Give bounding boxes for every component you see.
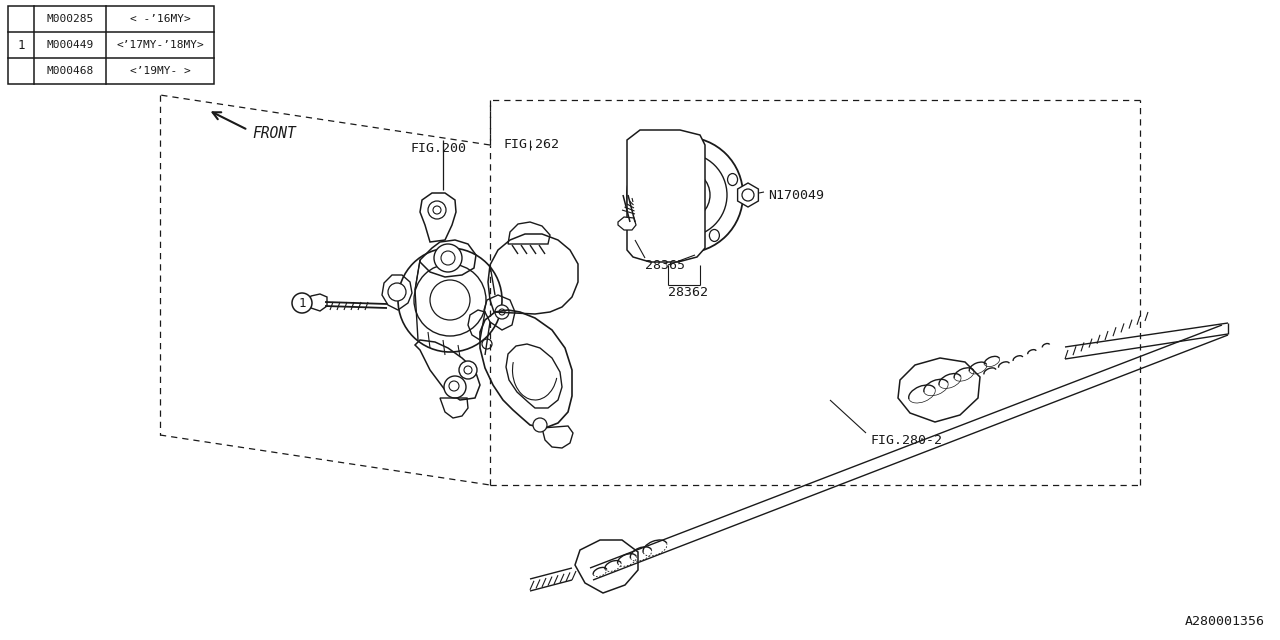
Text: M000285: M000285: [46, 14, 93, 24]
Circle shape: [483, 339, 492, 349]
Text: FIG.262: FIG.262: [503, 138, 559, 151]
Bar: [8, 6, 214, 84]
Ellipse shape: [727, 173, 737, 186]
Text: A280001356: A280001356: [1185, 615, 1265, 628]
Text: 28362: 28362: [668, 285, 708, 298]
Polygon shape: [737, 183, 758, 207]
Ellipse shape: [632, 173, 643, 186]
Text: < -’16MY>: < -’16MY>: [129, 14, 191, 24]
Circle shape: [398, 248, 502, 352]
Text: <’17MY-’18MY>: <’17MY-’18MY>: [116, 40, 204, 50]
Text: FRONT: FRONT: [252, 125, 296, 141]
Circle shape: [434, 244, 462, 272]
Circle shape: [495, 305, 509, 319]
Circle shape: [413, 264, 486, 336]
Circle shape: [433, 206, 442, 214]
Circle shape: [460, 361, 477, 379]
Circle shape: [388, 283, 406, 301]
Circle shape: [660, 170, 710, 220]
Ellipse shape: [650, 230, 660, 241]
Circle shape: [627, 137, 742, 253]
Circle shape: [430, 280, 470, 320]
Text: FIG.280-2: FIG.280-2: [870, 433, 942, 447]
Circle shape: [428, 201, 445, 219]
Circle shape: [532, 418, 547, 432]
Polygon shape: [618, 217, 636, 230]
Circle shape: [292, 293, 312, 313]
Text: M000468: M000468: [46, 66, 93, 76]
Ellipse shape: [709, 230, 719, 241]
Circle shape: [671, 181, 699, 209]
Circle shape: [742, 189, 754, 201]
Polygon shape: [627, 130, 705, 262]
Ellipse shape: [680, 139, 690, 151]
Text: <’19MY- >: <’19MY- >: [129, 66, 191, 76]
Text: 28365: 28365: [645, 259, 685, 271]
Circle shape: [465, 366, 472, 374]
Circle shape: [643, 153, 727, 237]
Polygon shape: [308, 294, 326, 311]
Circle shape: [444, 376, 466, 398]
Circle shape: [449, 381, 460, 391]
Text: 1: 1: [298, 296, 306, 310]
Circle shape: [12, 35, 31, 55]
Circle shape: [499, 309, 506, 315]
Text: FIG.200: FIG.200: [410, 142, 466, 155]
Text: 1: 1: [17, 38, 24, 51]
Circle shape: [442, 251, 454, 265]
Text: M000449: M000449: [46, 40, 93, 50]
Text: N170049: N170049: [768, 189, 824, 202]
